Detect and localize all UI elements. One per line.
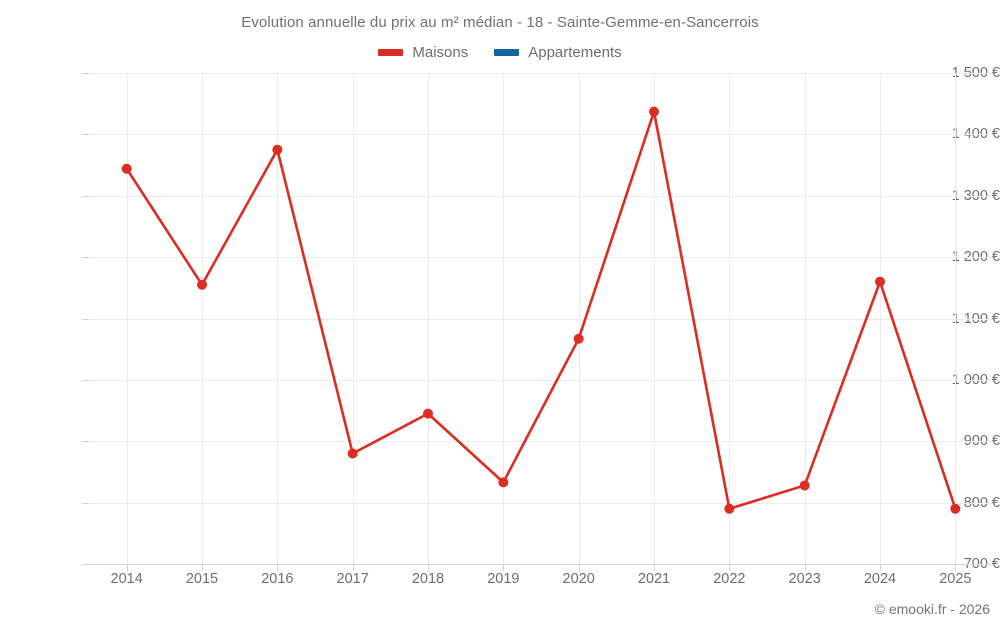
- x-axis-tick-mark: [352, 564, 354, 571]
- y-axis-tick-mark: [82, 502, 89, 504]
- x-axis-tick-label: 2021: [637, 571, 671, 587]
- legend-swatch-appartements: [494, 49, 520, 56]
- x-axis-tick-mark: [654, 564, 655, 571]
- x-axis-tick-mark: [729, 564, 731, 571]
- gridline-vertical: [503, 73, 505, 564]
- gridline-horizontal: [89, 502, 993, 504]
- gridline-horizontal: [89, 441, 993, 443]
- gridline-vertical: [428, 73, 429, 564]
- y-axis-tick-mark: [82, 564, 89, 565]
- x-axis-tick-label: 2022: [713, 571, 746, 587]
- x-axis-tick-mark: [277, 564, 279, 571]
- data-point-marker[interactable]: [197, 279, 207, 290]
- legend-item-appartements[interactable]: Appartements: [494, 44, 622, 61]
- data-series-layer: [121, 106, 961, 514]
- gridline-horizontal: [89, 134, 993, 136]
- y-axis-tick-mark: [82, 379, 89, 381]
- legend-label-appartements: Appartements: [528, 44, 622, 61]
- gridline-vertical: [578, 73, 580, 564]
- y-axis-tick-mark: [82, 441, 89, 443]
- x-axis-tick-label: 2017: [336, 571, 369, 587]
- data-point-marker[interactable]: [649, 106, 659, 117]
- x-axis-tick-mark: [503, 564, 505, 571]
- gridline-vertical: [202, 73, 203, 564]
- x-axis-tick-mark: [804, 564, 806, 571]
- x-axis-tick-mark: [880, 564, 881, 571]
- x-axis-tick-label: 2014: [110, 571, 143, 587]
- gridline-vertical: [955, 73, 957, 564]
- y-axis-tick-mark: [82, 195, 89, 197]
- legend-item-maisons[interactable]: Maisons: [378, 44, 468, 61]
- legend-swatch-maisons: [378, 49, 404, 56]
- gridline-horizontal: [89, 318, 993, 320]
- gridline-horizontal: [89, 195, 993, 197]
- gridline-horizontal: [89, 257, 993, 259]
- x-axis-tick-label: 2019: [487, 571, 520, 587]
- data-point-marker[interactable]: [799, 480, 810, 491]
- x-axis-tick-mark: [428, 564, 429, 571]
- x-axis-tick-label: 2018: [411, 571, 445, 587]
- gridline-vertical: [126, 73, 128, 564]
- series-line-maisons: [125, 110, 957, 511]
- x-axis-tick-mark: [126, 564, 128, 571]
- x-axis-tick-mark: [202, 564, 203, 571]
- x-axis-tick-label: 2025: [939, 571, 972, 587]
- x-axis-line: [89, 564, 993, 565]
- gridline-vertical: [277, 73, 279, 564]
- gridline-vertical: [880, 73, 881, 564]
- y-axis-tick-mark: [82, 318, 89, 320]
- y-axis-tick-mark: [82, 73, 89, 74]
- x-axis-tick-label: 2020: [562, 571, 595, 587]
- data-point-marker[interactable]: [724, 503, 735, 514]
- y-axis-tick-mark: [82, 257, 89, 259]
- data-point-marker[interactable]: [498, 477, 509, 488]
- plot-area: [89, 73, 993, 565]
- data-point-marker[interactable]: [573, 333, 584, 344]
- x-axis-tick-label: 2015: [185, 571, 219, 587]
- legend-label-maisons: Maisons: [412, 44, 469, 61]
- gridline-vertical: [729, 73, 731, 564]
- x-axis-tick-label: 2016: [261, 571, 294, 587]
- data-point-marker[interactable]: [950, 503, 961, 514]
- data-point-marker[interactable]: [875, 276, 885, 287]
- gridline-horizontal: [89, 379, 993, 381]
- data-point-marker[interactable]: [272, 144, 283, 155]
- x-axis-tick-label: 2024: [863, 571, 897, 587]
- data-point-marker[interactable]: [121, 163, 132, 174]
- x-axis-tick-label: 2023: [788, 571, 821, 587]
- x-axis-tick-mark: [955, 564, 957, 571]
- data-point-marker[interactable]: [423, 408, 433, 419]
- gridline-vertical: [654, 73, 655, 564]
- gridline-vertical: [352, 73, 354, 564]
- x-axis-tick-mark: [578, 564, 580, 571]
- chart-title: Evolution annuelle du prix au m² médian …: [241, 14, 759, 31]
- y-axis-tick-mark: [82, 134, 89, 136]
- gridline-vertical: [804, 73, 806, 564]
- data-point-marker[interactable]: [347, 448, 358, 459]
- gridline-horizontal: [89, 73, 993, 74]
- footer-credit: © emooki.fr - 2026: [874, 601, 990, 617]
- chart-legend: Maisons Appartements: [0, 44, 1000, 61]
